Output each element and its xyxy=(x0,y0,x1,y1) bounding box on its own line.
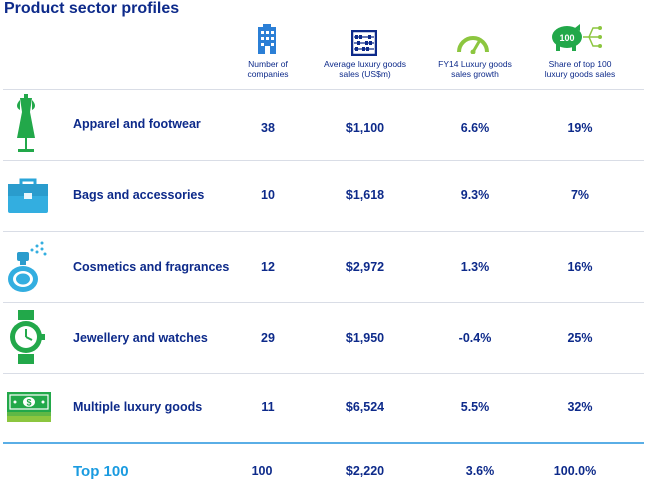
share-value: 32% xyxy=(567,400,593,414)
avg-sales-value: $1,618 xyxy=(345,188,385,202)
avg-sales-value: $2,972 xyxy=(345,260,385,274)
svg-text:$: $ xyxy=(26,398,31,408)
sector-label: Bags and accessories xyxy=(73,188,205,202)
total-divider xyxy=(3,442,644,444)
column-header-growth: FY14 Luxury goods sales growth xyxy=(438,59,512,79)
sector-label: Cosmetics and fragrances xyxy=(73,260,230,274)
perfume-bottle-icon xyxy=(6,240,50,299)
row-divider xyxy=(3,302,644,303)
page-title: Product sector profiles xyxy=(4,0,180,17)
row-divider xyxy=(3,373,644,374)
avg-sales-value: $6,524 xyxy=(345,400,385,414)
companies-value: 12 xyxy=(261,260,275,274)
growth-value: 1.3% xyxy=(460,260,490,274)
gauge-icon xyxy=(456,32,490,59)
sector-label: Apparel and footwear xyxy=(73,117,201,131)
badge-text: 100 xyxy=(559,33,574,43)
wristwatch-icon xyxy=(6,310,46,369)
companies-value: 10 xyxy=(261,188,275,202)
total-share-value: 100.0% xyxy=(553,464,597,478)
sector-label: Jewellery and watches xyxy=(73,331,208,345)
growth-value: -0.4% xyxy=(458,331,492,345)
column-header-avg-sales: Average luxury goods sales (US$m) xyxy=(323,59,407,79)
total-growth-value: 3.6% xyxy=(465,464,495,478)
share-value: 16% xyxy=(567,260,593,274)
growth-value: 6.6% xyxy=(460,121,490,135)
growth-value: 9.3% xyxy=(460,188,490,202)
growth-value: 5.5% xyxy=(460,400,490,414)
banknotes-icon: $ xyxy=(6,390,52,429)
header-divider xyxy=(3,89,644,90)
share-value: 7% xyxy=(570,188,590,202)
avg-sales-value: $1,950 xyxy=(345,331,385,345)
companies-value: 11 xyxy=(261,400,275,414)
column-header-share: Share of top 100 luxury goods sales xyxy=(544,59,616,79)
column-header-companies: Number of companies xyxy=(247,59,289,79)
total-avg-sales-value: $2,220 xyxy=(345,464,385,478)
companies-value: 38 xyxy=(261,121,275,135)
share-value: 25% xyxy=(567,331,593,345)
total-companies-value: 100 xyxy=(251,464,273,478)
sector-label: Multiple luxury goods xyxy=(73,400,203,414)
row-divider xyxy=(3,231,644,232)
avg-sales-value: $1,100 xyxy=(345,121,385,135)
share-value: 19% xyxy=(567,121,593,135)
briefcase-icon xyxy=(6,178,50,219)
total-label: Top 100 xyxy=(73,463,129,480)
companies-value: 29 xyxy=(261,331,275,345)
abacus-icon xyxy=(350,29,378,61)
dress-mannequin-icon xyxy=(6,94,46,159)
piggy-bank-icon: 100 xyxy=(547,20,605,59)
building-icon xyxy=(256,24,278,59)
row-divider xyxy=(3,160,644,161)
